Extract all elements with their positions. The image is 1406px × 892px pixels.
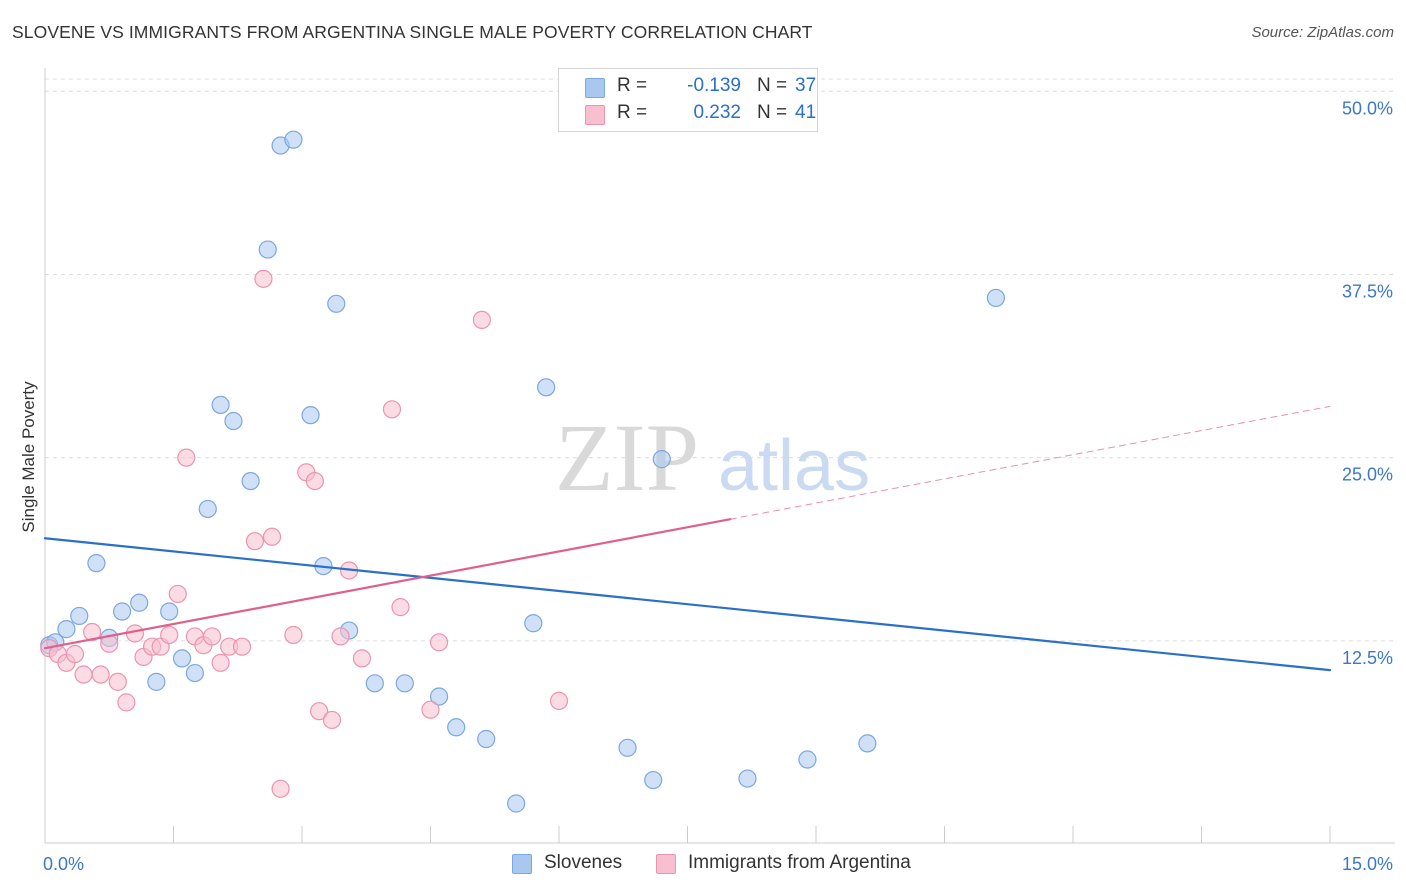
slovenes-point <box>241 472 260 491</box>
correlation-legend: R = -0.139 N = 37 R = 0.232 N = 41 <box>558 68 818 132</box>
x-tick-label: 0.0% <box>43 854 84 874</box>
legend-r-value: -0.139 <box>687 75 741 96</box>
y-tick-label: 25.0% <box>1342 465 1393 485</box>
argentina-point <box>284 625 303 645</box>
argentina-point <box>421 700 440 719</box>
slovenes-point <box>172 649 192 668</box>
slovenes-point <box>185 663 205 683</box>
slovenes-point <box>858 734 877 753</box>
argentina-point <box>177 448 196 467</box>
y-axis-title: Single Male Poverty <box>19 381 38 533</box>
argentina-point <box>202 627 222 646</box>
argentina-point <box>65 644 85 664</box>
slovenes-swatch <box>512 854 532 874</box>
slovenes-point <box>160 602 179 621</box>
argentina-point <box>108 672 127 691</box>
slovenes-point <box>395 674 414 693</box>
slovenes-point <box>537 378 556 397</box>
argentina-point <box>232 637 252 656</box>
slovenes-point <box>477 729 496 749</box>
watermark-atlas: atlas <box>718 426 870 506</box>
watermark-zip: ZIP <box>555 404 699 511</box>
y-tick-label: 50.0% <box>1342 98 1393 118</box>
argentina-point <box>125 624 145 643</box>
legend-n-label: N = <box>757 75 788 96</box>
slovenes-point <box>284 130 303 149</box>
x-tick-label: 15.0% <box>1342 854 1393 874</box>
argentina-point <box>352 649 372 668</box>
slovenes-point <box>738 769 757 788</box>
slovenes-point <box>57 620 76 639</box>
argentina-point <box>245 532 264 551</box>
watermark: ZIP atlas <box>555 404 870 511</box>
argentina-trend-line <box>43 518 732 650</box>
slovenes-point <box>447 718 466 737</box>
slovenes-point <box>112 602 132 621</box>
argentina-trend-line-extrapolated <box>729 405 1331 520</box>
slovenes-point <box>211 395 230 414</box>
slovenes-point <box>147 672 166 691</box>
slovenes-point <box>87 554 106 573</box>
legend-label-argentina: Immigrants from Argentina <box>688 852 911 873</box>
slovenes-point <box>130 593 149 612</box>
argentina-point <box>160 625 179 645</box>
y-tick-label: 12.5% <box>1342 648 1393 668</box>
slovenes-point <box>644 770 663 790</box>
slovenes-point <box>986 288 1006 308</box>
argentina-point <box>429 633 449 652</box>
slovenes-point <box>198 499 217 519</box>
slovenes-point <box>618 738 637 757</box>
argentina-point <box>211 653 230 672</box>
argentina-point <box>310 702 329 721</box>
legend-n-value: 37 <box>795 75 817 96</box>
legend-label-slovenes: Slovenes <box>544 852 623 873</box>
argentina-point <box>168 584 187 604</box>
legend-r-label: R = <box>617 102 648 123</box>
argentina-swatch <box>656 854 676 874</box>
argentina-point <box>305 472 324 491</box>
slovenes-point <box>301 406 320 425</box>
chart-title: SLOVENE VS IMMIGRANTS FROM ARGENTINA SIN… <box>12 22 813 42</box>
argentina-point <box>331 627 350 646</box>
legend-n-value: 41 <box>795 102 817 123</box>
slovenes-point <box>524 614 543 633</box>
slovenes-trend-line <box>43 537 1332 672</box>
legend-r-label: R = <box>617 75 648 96</box>
argentina-point <box>322 710 342 730</box>
argentina-point <box>262 527 282 546</box>
slovenes-point <box>365 674 384 693</box>
argentina-swatch <box>585 105 605 125</box>
slovenes-point <box>798 750 817 769</box>
points-layer <box>40 130 1006 813</box>
argentina-point <box>117 693 136 712</box>
axis-layer <box>44 68 1395 844</box>
legend-n-label: N = <box>757 102 788 123</box>
slovenes-point <box>70 606 89 626</box>
slovenes-point <box>327 294 346 313</box>
trend-layer <box>43 405 1332 672</box>
argentina-point <box>83 622 102 642</box>
slovenes-swatch <box>585 78 605 98</box>
argentina-point <box>271 779 290 798</box>
y-tick-label: 37.5% <box>1342 281 1393 301</box>
argentina-point <box>254 269 273 288</box>
argentina-point <box>74 665 93 684</box>
slovenes-point <box>507 794 526 813</box>
argentina-point <box>549 691 569 711</box>
slovenes-point <box>429 687 449 706</box>
argentina-point <box>91 665 110 684</box>
label-layer: 12.5% 25.0% 37.5% 50.0% 0.0% 15.0% <box>43 98 1393 874</box>
grid-layer <box>45 78 1395 642</box>
argentina-point <box>382 400 402 419</box>
slovenes-point <box>652 450 671 469</box>
source-label: Source: ZipAtlas.com <box>1251 24 1394 41</box>
legend-r-value: 0.232 <box>693 102 741 123</box>
series-legend: Slovenes Immigrants from Argentina <box>0 852 1406 878</box>
slovenes-point <box>224 411 243 431</box>
slovenes-point <box>258 240 277 259</box>
argentina-point <box>391 598 410 617</box>
argentina-point <box>472 310 491 330</box>
